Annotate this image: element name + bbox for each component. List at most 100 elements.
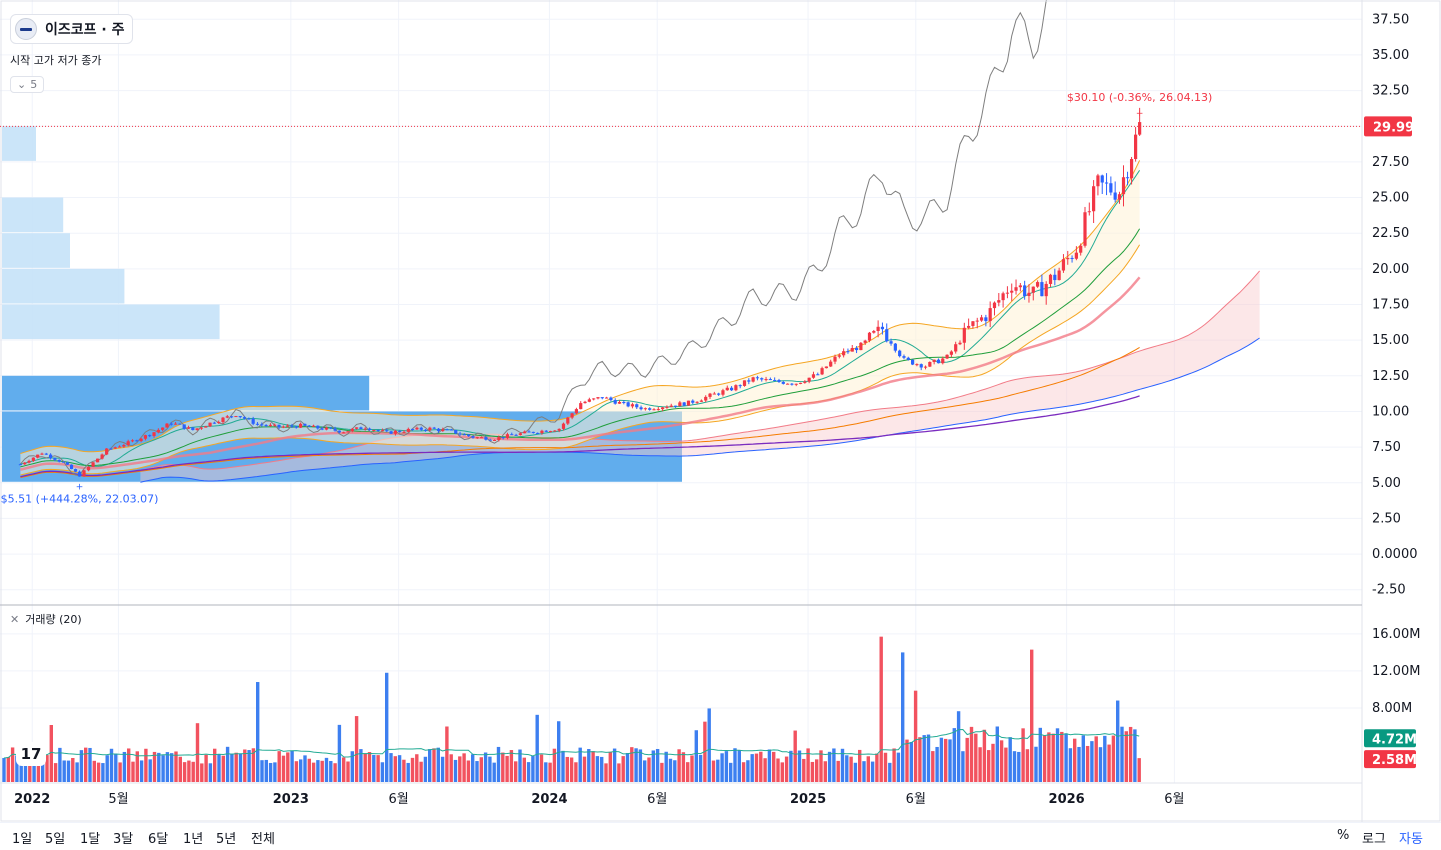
- candle: [932, 359, 936, 365]
- volume-bar: [213, 748, 217, 782]
- indicators-collapse-button[interactable]: ⌄ 5: [10, 76, 45, 93]
- price-tick-label: 7.50: [1372, 440, 1401, 455]
- candle: [915, 363, 919, 367]
- price-tick-label: 27.50: [1372, 155, 1409, 170]
- volume-bar: [849, 756, 853, 782]
- volume-bar: [363, 753, 367, 782]
- volume-bar: [230, 753, 234, 782]
- candle: [169, 422, 173, 426]
- range-5y-button[interactable]: 5년: [216, 832, 237, 847]
- candle: [492, 439, 497, 441]
- tradingview-logo-icon[interactable]: 17: [16, 742, 46, 766]
- volume-bar: [832, 748, 836, 782]
- volume-bar: [182, 762, 187, 782]
- axes: 37.5035.0032.5030.0027.5025.0022.5020.00…: [0, 0, 1441, 822]
- candle: [971, 321, 975, 329]
- candle: [613, 398, 617, 405]
- chevron-down-icon: ⌄: [17, 78, 27, 91]
- volume-bar: [948, 739, 952, 782]
- candle: [501, 437, 505, 440]
- candle: [574, 407, 579, 415]
- range-1d-button[interactable]: 1일: [12, 832, 33, 847]
- volume-bar: [802, 758, 806, 782]
- volume-bar: [19, 757, 23, 782]
- candle: [997, 293, 1001, 307]
- volume-bar: [88, 747, 92, 782]
- volume-bar: [557, 721, 561, 782]
- volume-legend-label: 거래량 (20): [25, 613, 82, 626]
- candle: [281, 425, 285, 429]
- symbol-legend: 이즈코프 · 주 시작 고가 저가 종가 ⌄ 5: [10, 14, 134, 93]
- candle: [156, 428, 160, 434]
- percent-scale-button[interactable]: %: [1337, 828, 1350, 843]
- candle: [1117, 191, 1122, 204]
- volume-bar: [268, 762, 273, 782]
- candle: [975, 317, 979, 329]
- volume-profile-bar: [2, 233, 70, 268]
- candle: [820, 366, 824, 376]
- volume-bar: [1137, 758, 1141, 782]
- volume-profile-bar: [2, 268, 125, 304]
- range-3m-button[interactable]: 3달: [113, 832, 134, 847]
- range-6m-button[interactable]: 6달: [148, 832, 169, 847]
- price-tick-label: 22.50: [1372, 226, 1409, 241]
- volume-bar: [961, 751, 965, 782]
- volume-bar: [496, 746, 501, 782]
- candle: [225, 414, 229, 419]
- volume-bar: [195, 723, 200, 782]
- candle: [148, 434, 152, 438]
- symbol-selector[interactable]: 이즈코프 · 주: [10, 14, 134, 44]
- ohlc-labels: 시작 고가 저가 종가: [10, 54, 102, 67]
- log-scale-button[interactable]: 로그: [1362, 832, 1386, 847]
- candle: [816, 372, 820, 376]
- time-tick-label: 6월: [647, 792, 667, 807]
- volume-bar: [836, 760, 840, 782]
- volume-bar: [152, 751, 157, 782]
- candle: [1035, 280, 1040, 288]
- cloud-lower-line: [140, 337, 1260, 483]
- low-marker: +: [76, 483, 84, 493]
- volume-bar: [161, 755, 165, 782]
- chart-canvas[interactable]: 37.5035.0032.5030.0027.5025.0022.5020.00…: [0, 0, 1441, 822]
- high-marker: +: [1136, 109, 1144, 119]
- candle: [811, 371, 816, 379]
- candle: [1031, 286, 1035, 301]
- range-1m-button[interactable]: 1달: [80, 832, 101, 847]
- candle: [729, 386, 734, 391]
- volume-bar: [62, 760, 66, 782]
- volume-bar: [1107, 744, 1111, 782]
- volume-bar: [737, 750, 741, 782]
- candle: [596, 396, 600, 400]
- candle: [130, 439, 135, 443]
- volume-bar: [767, 749, 772, 782]
- volume-bar: [643, 760, 647, 782]
- close-icon[interactable]: ✕: [10, 612, 20, 626]
- volume-bar: [415, 754, 419, 782]
- candle: [411, 428, 415, 431]
- volume-bar: [1068, 748, 1073, 782]
- range-1y-button[interactable]: 1년: [183, 832, 204, 847]
- range-5d-button[interactable]: 5일: [45, 832, 66, 847]
- candle: [842, 348, 846, 358]
- volume-bar: [449, 754, 453, 782]
- auto-scale-button[interactable]: 자동: [1399, 832, 1423, 847]
- volume-bar: [170, 753, 174, 782]
- volume-bar: [501, 752, 505, 782]
- volume-bar: [944, 738, 948, 782]
- volume-bar: [135, 751, 139, 782]
- candle: [695, 401, 699, 404]
- volume-bar: [733, 748, 737, 782]
- candle: [380, 428, 385, 432]
- range-all-button[interactable]: 전체: [251, 832, 275, 847]
- volume-bar: [1060, 731, 1064, 782]
- candle: [630, 402, 635, 409]
- volume-bar: [1085, 745, 1090, 782]
- candle: [910, 359, 915, 366]
- volume-bar: [1103, 735, 1107, 782]
- low-annotation: $5.51 (+444.28%, 22.03.07): [1, 493, 159, 506]
- candle: [212, 421, 216, 424]
- candle: [867, 331, 872, 343]
- candle: [561, 422, 566, 431]
- candle: [906, 356, 910, 361]
- candle: [73, 468, 78, 473]
